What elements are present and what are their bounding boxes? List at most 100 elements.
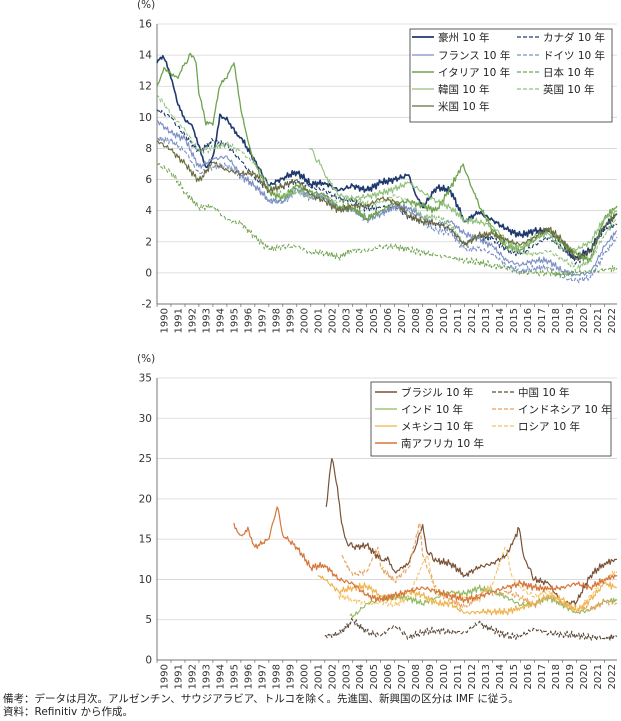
legend-label: ドイツ 10 年 [543, 49, 605, 62]
x-tick-label: 1995 [229, 308, 240, 333]
x-tick-label: 2016 [523, 308, 534, 333]
x-tick-label: 1998 [271, 308, 282, 333]
x-tick-label: 2014 [495, 308, 506, 333]
x-tick-label: 2017 [537, 664, 548, 689]
x-tick-label: 2016 [523, 664, 534, 689]
x-tick-label: 2014 [495, 664, 506, 689]
y-tick-label: 5 [145, 614, 152, 626]
x-tick-label: 2019 [565, 664, 576, 689]
legend-box [409, 28, 613, 123]
x-tick-label: 2020 [579, 664, 590, 689]
x-tick-label: 2021 [593, 308, 604, 333]
footnote-source: 資料：Refinitiv から作成。 [3, 706, 134, 718]
legend-label: 豪州 10 年 [438, 31, 490, 44]
x-tick-label: 2007 [397, 664, 408, 689]
x-tick-label: 1996 [243, 308, 254, 333]
series-line [338, 546, 618, 613]
x-tick-label: 1992 [187, 664, 198, 689]
x-tick-label: 2017 [537, 308, 548, 333]
x-tick-label: 1993 [201, 308, 212, 333]
legend-label: ブラジル 10 年 [401, 386, 473, 399]
x-tick-label: 2005 [369, 308, 380, 333]
x-tick-label: 1997 [257, 308, 268, 333]
series-line [309, 147, 618, 252]
legend-label: 中国 10 年 [518, 386, 570, 399]
y-tick-label: 35 [139, 373, 152, 385]
legend-label: イタリア 10 年 [438, 66, 510, 79]
y-tick-label: 12 [139, 81, 152, 93]
x-tick-label: 1990 [159, 308, 170, 333]
x-tick-label: 2006 [383, 664, 394, 689]
legend-label: 韓国 10 年 [438, 83, 490, 96]
x-tick-label: 2011 [453, 664, 464, 689]
y-tick-label: 0 [145, 267, 152, 279]
y-tick-label: 10 [139, 574, 152, 586]
x-tick-label: 2008 [411, 664, 422, 689]
series-line [156, 162, 618, 279]
series-line [349, 584, 618, 618]
x-tick-label: 2006 [383, 308, 394, 333]
series-line [156, 135, 618, 284]
x-tick-label: 2003 [341, 308, 352, 333]
x-tick-label: 2001 [313, 664, 324, 689]
x-tick-label: 2002 [327, 664, 338, 689]
x-tick-label: 1997 [257, 664, 268, 689]
x-tick-label: 1995 [229, 664, 240, 689]
x-tick-label: 1992 [187, 308, 198, 333]
y-tick-label: 20 [139, 493, 152, 505]
x-tick-label: 2012 [467, 664, 478, 689]
legend-box [370, 381, 612, 457]
x-tick-label: 2002 [327, 308, 338, 333]
y-tick-label: 14 [139, 50, 153, 62]
legend-label: インド 10 年 [401, 403, 463, 416]
legend-label: ロシア 10 年 [518, 420, 580, 433]
y-tick-label: 30 [139, 413, 152, 425]
y-tick-label: 15 [139, 534, 152, 546]
legend-label: フランス 10 年 [438, 49, 510, 62]
x-tick-label: 2001 [313, 308, 324, 333]
x-tick-label: 2015 [509, 664, 520, 689]
x-tick-label: 2003 [341, 664, 352, 689]
series-line [156, 109, 618, 265]
y-tick-label: 0 [145, 655, 152, 667]
x-tick-label: 2012 [467, 308, 478, 333]
x-tick-label: 2018 [551, 664, 562, 689]
x-tick-label: 1993 [201, 664, 212, 689]
x-tick-label: 1990 [159, 664, 170, 689]
x-tick-label: 2020 [579, 308, 590, 333]
series-line [156, 140, 618, 261]
legend-label: インドネシア 10 年 [518, 403, 612, 416]
x-tick-label: 2009 [425, 308, 436, 333]
x-tick-label: 2004 [355, 308, 366, 333]
x-tick-label: 2005 [369, 664, 380, 689]
series-line [156, 52, 618, 264]
y-tick-label: 25 [139, 453, 152, 465]
x-tick-label: 2013 [481, 308, 492, 333]
x-tick-label: 2022 [607, 308, 618, 333]
x-tick-label: 2011 [453, 308, 464, 333]
legend-label: 米国 10 年 [438, 100, 490, 113]
y-tick-label: -2 [142, 299, 152, 311]
x-tick-label: 1991 [173, 308, 184, 333]
x-tick-label: 2000 [299, 308, 310, 333]
x-tick-label: 1999 [285, 308, 296, 333]
x-tick-label: 2000 [299, 664, 310, 689]
x-tick-label: 2010 [439, 308, 450, 333]
legend-label: カナダ 10 年 [543, 31, 605, 44]
legend-label: 英国 10 年 [543, 83, 595, 96]
x-tick-label: 1994 [215, 308, 226, 333]
y-axis-unit-label: (%) [137, 353, 155, 365]
x-tick-label: 2022 [607, 664, 618, 689]
x-tick-label: 2009 [425, 664, 436, 689]
y-axis-unit-label: (%) [137, 0, 155, 11]
y-tick-label: 6 [145, 174, 152, 186]
x-tick-label: 2015 [509, 308, 520, 333]
x-tick-label: 2008 [411, 308, 422, 333]
y-tick-label: 10 [139, 112, 152, 124]
legend-label: メキシコ 10 年 [401, 420, 474, 433]
x-tick-label: 1998 [271, 664, 282, 689]
series-line [233, 506, 618, 603]
x-tick-label: 2019 [565, 308, 576, 333]
y-tick-label: 8 [145, 143, 152, 155]
